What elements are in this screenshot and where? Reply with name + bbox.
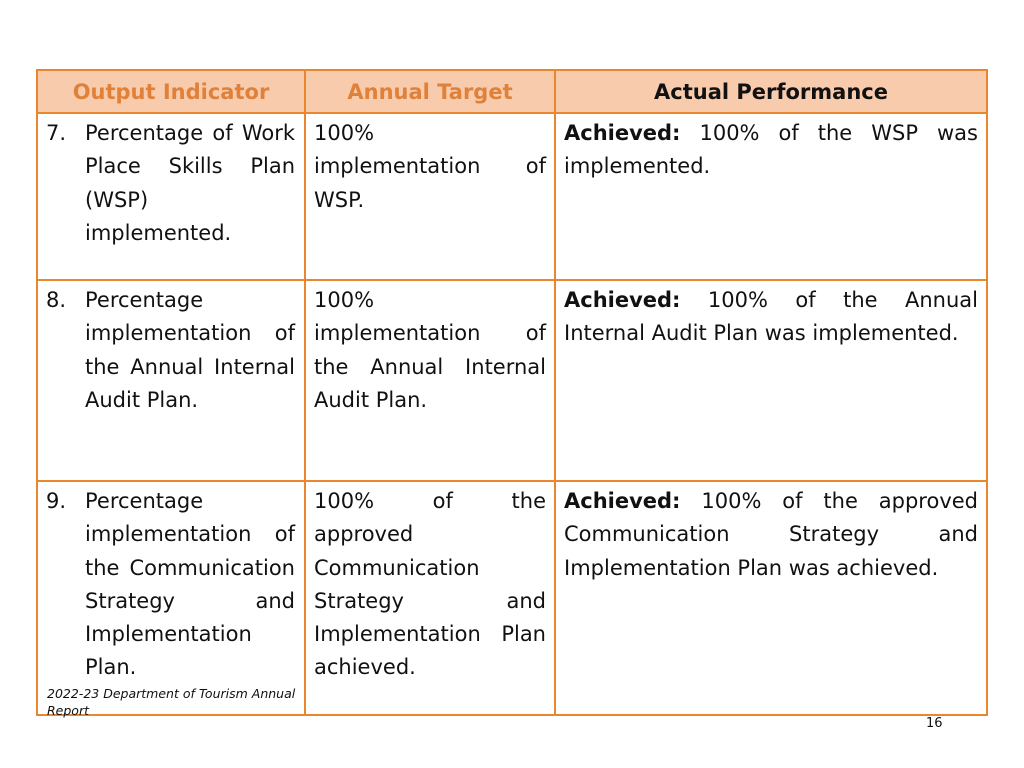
- indicator-text: Percentage of Work Place Skills Plan (WS…: [85, 121, 295, 245]
- row-number: 9.: [46, 489, 67, 513]
- indicator-text: Percentage implementation of the Communi…: [85, 489, 295, 680]
- indicator-cell: 8. Percentage implementation of the Annu…: [36, 279, 306, 482]
- target-cell: 100% implementation of the Annual Intern…: [304, 279, 556, 482]
- performance-text: 100% of the WSP was implemented.: [564, 121, 978, 179]
- performance-table: Output Indicator Annual Target Actual Pe…: [36, 69, 988, 716]
- row-number: 8.: [46, 288, 67, 312]
- performance-text: 100% of the Annual Internal Audit Plan w…: [564, 288, 978, 346]
- header-actual-performance: Actual Performance: [554, 69, 988, 114]
- row-number: 7.: [46, 121, 67, 145]
- header-output-indicator: Output Indicator: [36, 69, 306, 114]
- table-header-row: Output Indicator Annual Target Actual Pe…: [36, 69, 988, 114]
- status-label: Achieved:: [564, 121, 681, 145]
- indicator-cell: 9. Percentage implementation of the Comm…: [36, 480, 306, 716]
- header-annual-target: Annual Target: [304, 69, 556, 114]
- table-row: 8. Percentage implementation of the Annu…: [36, 279, 988, 482]
- table-row: 9. Percentage implementation of the Comm…: [36, 480, 988, 716]
- status-label: Achieved:: [564, 288, 681, 312]
- table-row: 7. Percentage of Work Place Skills Plan …: [36, 112, 988, 281]
- footer-report-title: 2022-23 Department of Tourism Annual Rep…: [47, 686, 296, 718]
- indicator-cell: 7. Percentage of Work Place Skills Plan …: [36, 112, 306, 281]
- performance-text: 100% of the approved Communication Strat…: [564, 489, 978, 580]
- performance-cell: Achieved: 100% of the approved Communica…: [554, 480, 988, 716]
- page-number: 16: [926, 716, 943, 731]
- indicator-text: Percentage implementation of the Annual …: [85, 288, 295, 412]
- target-cell: 100% of the approved Communication Strat…: [304, 480, 556, 716]
- target-cell: 100% implementation of WSP.: [304, 112, 556, 281]
- performance-cell: Achieved: 100% of the Annual Internal Au…: [554, 279, 988, 482]
- status-label: Achieved:: [564, 489, 681, 513]
- performance-cell: Achieved: 100% of the WSP was implemente…: [554, 112, 988, 281]
